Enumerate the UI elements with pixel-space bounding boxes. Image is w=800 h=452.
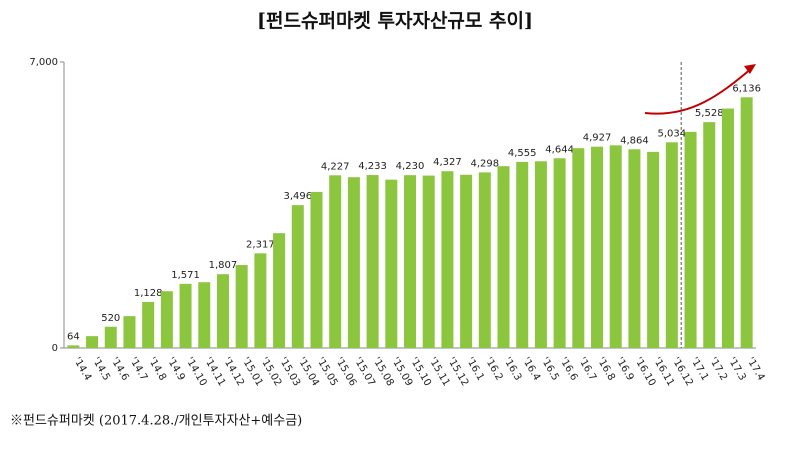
arrow-head [744, 64, 756, 74]
bar [441, 171, 454, 348]
bar [347, 177, 360, 348]
x-tick-label: '14.4 [71, 356, 93, 383]
bar [422, 175, 435, 348]
x-tick-label: '17.2 [707, 356, 729, 383]
x-tick-label: '14.8 [146, 356, 168, 383]
bar [160, 291, 173, 348]
value-label: 4,644 [545, 144, 574, 155]
value-label: 4,927 [583, 133, 612, 144]
value-label: 4,298 [470, 158, 499, 169]
value-label: 3,496 [283, 191, 312, 202]
bar [647, 151, 660, 348]
value-label: 6,136 [732, 83, 761, 94]
value-label: 520 [101, 313, 120, 324]
bar [67, 345, 80, 348]
x-tick-label: '16.6 [557, 356, 579, 383]
bar [254, 253, 267, 348]
bar [329, 175, 342, 348]
x-tick-label: '16.8 [595, 356, 617, 383]
x-tick-label: '16.4 [520, 356, 542, 383]
bar [142, 301, 155, 348]
value-label: 1,807 [209, 260, 238, 271]
x-tick-label: '16.7 [576, 356, 598, 383]
x-tick-label: '16.5 [539, 356, 561, 383]
x-tick-label: '17.4 [744, 356, 766, 383]
bar [740, 97, 753, 348]
bar [497, 166, 510, 348]
x-tick-label: '17.3 [726, 356, 748, 383]
bar [609, 145, 622, 348]
value-label: 4,327 [433, 157, 462, 168]
bar [703, 122, 716, 348]
bar [179, 283, 192, 348]
x-tick-label: '14.6 [109, 356, 131, 383]
bar [104, 326, 117, 348]
value-label: 1,571 [171, 270, 200, 281]
bar [86, 336, 99, 348]
x-tick-label: '16.3 [501, 356, 523, 383]
bar [684, 131, 697, 348]
y-tick-label: 0 [52, 343, 58, 354]
bar [572, 148, 585, 348]
bar [385, 179, 398, 348]
value-label: 4,230 [396, 161, 425, 172]
value-label: 4,864 [620, 135, 649, 146]
x-tick-label: '14.7 [127, 356, 149, 383]
bar [235, 265, 248, 348]
bar [665, 142, 678, 348]
bar [478, 172, 491, 348]
x-tick-label: '16.9 [614, 356, 636, 383]
value-label: 5,528 [695, 108, 724, 119]
x-tick-label: '14.5 [90, 356, 112, 383]
x-tick-label: '16.2 [483, 356, 505, 383]
bar [460, 174, 473, 348]
value-label: 4,555 [508, 148, 537, 159]
bar [366, 175, 379, 348]
value-label: 4,227 [321, 161, 350, 172]
bar [123, 316, 136, 348]
bar [721, 108, 734, 348]
value-label: 5,034 [658, 128, 687, 139]
bar [534, 161, 547, 348]
bar [553, 158, 566, 348]
value-label: 4,233 [358, 161, 387, 172]
bar [198, 282, 211, 348]
bar [291, 205, 304, 348]
y-tick-label: 7,000 [29, 57, 58, 68]
bar [273, 233, 286, 348]
chart-title: [펀드슈퍼마켓 투자자산규모 추이] [257, 10, 533, 32]
value-label: 64 [67, 331, 80, 342]
bar [591, 146, 604, 348]
value-label: 2,317 [246, 239, 275, 250]
bar [404, 175, 416, 348]
value-label: 1,128 [134, 288, 163, 299]
footnote: ※펀드슈퍼마켓 (2017.4.28./개인투자자산+예수금) [10, 414, 302, 429]
bar [216, 274, 229, 348]
bar [628, 149, 641, 348]
trend-arrow [644, 67, 753, 115]
x-tick-label: '14.9 [165, 356, 187, 383]
bar [310, 191, 323, 348]
bar [516, 161, 529, 348]
